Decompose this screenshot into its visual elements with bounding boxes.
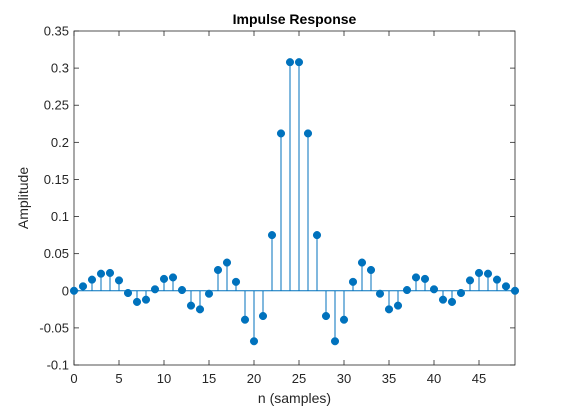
stem-marker (132, 297, 142, 306)
stem-marker (465, 276, 475, 285)
stem-marker (411, 273, 421, 282)
stem-marker (393, 301, 403, 310)
stem-marker (267, 231, 277, 240)
stem-marker (294, 58, 304, 67)
stem-marker (276, 129, 286, 138)
y-tick-label: 0.15 (44, 172, 69, 187)
stem-marker (159, 274, 169, 283)
y-tick-label: 0.25 (44, 98, 69, 113)
stem-marker (204, 289, 214, 298)
stem-marker (105, 268, 115, 278)
stem-marker (402, 285, 412, 295)
x-tick-label: 0 (70, 371, 77, 386)
y-tick-label: 0 (62, 283, 69, 298)
x-tick-label: 40 (427, 371, 441, 386)
stem-marker (231, 277, 241, 286)
stem-marker (195, 305, 205, 314)
y-axis-ticks: -0.1 -0.05 0 0.05 0.1 0.15 0.2 0.25 0.3 0.35 (39, 24, 515, 373)
stem-marker (375, 289, 385, 298)
stem-marker (150, 285, 160, 294)
y-tick-label: -0.05 (39, 320, 69, 335)
stem-marker (348, 277, 358, 286)
stem-marker (312, 231, 322, 240)
x-tick-label: 30 (337, 371, 351, 386)
stem-marker (249, 337, 259, 346)
stem-marker (177, 285, 187, 295)
y-axis-label: Amplitude (15, 167, 31, 229)
stem-marker (510, 286, 520, 295)
y-tick-label: 0.35 (44, 24, 69, 39)
stem-marker (492, 275, 502, 284)
stem-marker (456, 288, 466, 298)
x-axis-label: n (samples) (258, 390, 331, 406)
stem-marker (330, 337, 340, 346)
stem-marker (222, 258, 232, 267)
x-tick-label: 25 (292, 371, 306, 386)
stem-marker (168, 273, 178, 282)
x-tick-label: 5 (115, 371, 122, 386)
stem-marker (321, 311, 331, 321)
y-tick-label: 0.3 (51, 61, 69, 76)
y-tick-label: 0.05 (44, 246, 69, 261)
stem-marker (483, 269, 493, 278)
x-tick-label: 20 (247, 371, 261, 386)
stem-marker (87, 275, 97, 284)
stem-marker (447, 297, 457, 306)
stem-marker (303, 129, 313, 138)
chart-title: Impulse Response (233, 11, 357, 27)
stem-marker (78, 282, 88, 291)
stem-marker (474, 268, 484, 278)
stem-marker (114, 276, 124, 285)
stem-marker (420, 274, 430, 283)
x-tick-label: 15 (202, 371, 216, 386)
stem-marker (258, 311, 268, 321)
stem-marker (438, 295, 448, 304)
stem-marker (366, 265, 376, 275)
x-tick-label: 45 (472, 371, 486, 386)
stem-marker (285, 58, 295, 67)
stem-marker (123, 288, 133, 298)
stem-marker (501, 282, 511, 291)
stem-marker (141, 295, 151, 304)
x-axis-ticks: 0 5 10 15 20 25 30 35 40 45 (70, 31, 486, 386)
x-tick-label: 35 (382, 371, 396, 386)
stem-marker (69, 286, 79, 295)
stem-marker (357, 258, 367, 267)
stem-series (69, 58, 520, 346)
x-tick-label: 10 (157, 371, 171, 386)
y-tick-label: 0.2 (51, 135, 69, 150)
stem-marker (96, 269, 106, 278)
plot-area (73, 30, 516, 366)
stem-marker (339, 315, 349, 324)
stem-marker (384, 305, 394, 314)
y-tick-label: 0.1 (51, 209, 69, 224)
stem-marker (213, 265, 223, 275)
stem-marker (186, 301, 196, 310)
stem-marker (429, 285, 439, 294)
y-tick-label: -0.1 (47, 358, 69, 373)
stem-marker (240, 315, 250, 324)
